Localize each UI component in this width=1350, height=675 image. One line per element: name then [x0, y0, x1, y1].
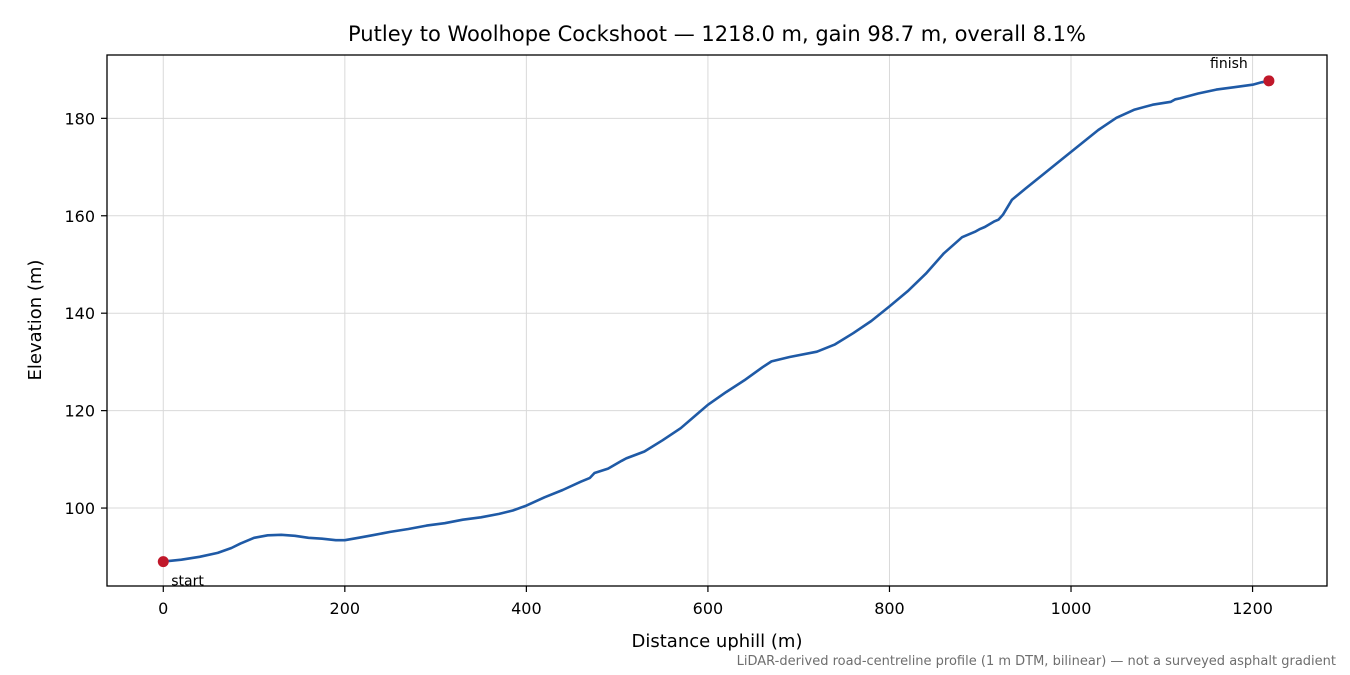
- plot-frame: [106, 54, 1328, 587]
- start-annotation: start: [171, 574, 204, 590]
- finish-marker: [1263, 75, 1275, 87]
- start-marker: [157, 556, 169, 568]
- y-tick-label: 160: [64, 207, 95, 226]
- y-tick-label: 100: [64, 499, 95, 518]
- y-axis-label: Elevation (m): [25, 260, 46, 381]
- y-tick-label: 140: [64, 304, 95, 323]
- chart-title: Putley to Woolhope Cockshoot — 1218.0 m,…: [348, 22, 1086, 46]
- finish-annotation: finish: [1210, 56, 1248, 72]
- x-tick-label: 1000: [1051, 599, 1092, 618]
- x-tick-label: 200: [330, 599, 361, 618]
- x-tick-label: 800: [874, 599, 905, 618]
- x-axis: 0 200 400 600 800 1000 1200: [158, 586, 1273, 618]
- series-line-elevation: [163, 79, 1270, 563]
- x-tick-label: 0: [158, 599, 168, 618]
- plot-area: start finish: [157, 56, 1275, 590]
- footnote: LiDAR-derived road-centreline profile (1…: [737, 654, 1336, 669]
- x-tick-label: 600: [693, 599, 724, 618]
- x-tick-label: 1200: [1232, 599, 1273, 618]
- x-axis-label: Distance uphill (m): [632, 631, 803, 652]
- y-tick-label: 120: [64, 402, 95, 421]
- y-axis: 100 120 140 160 180: [64, 109, 107, 518]
- gridlines: [107, 55, 1327, 586]
- y-tick-label: 180: [64, 109, 95, 128]
- x-tick-label: 400: [511, 599, 542, 618]
